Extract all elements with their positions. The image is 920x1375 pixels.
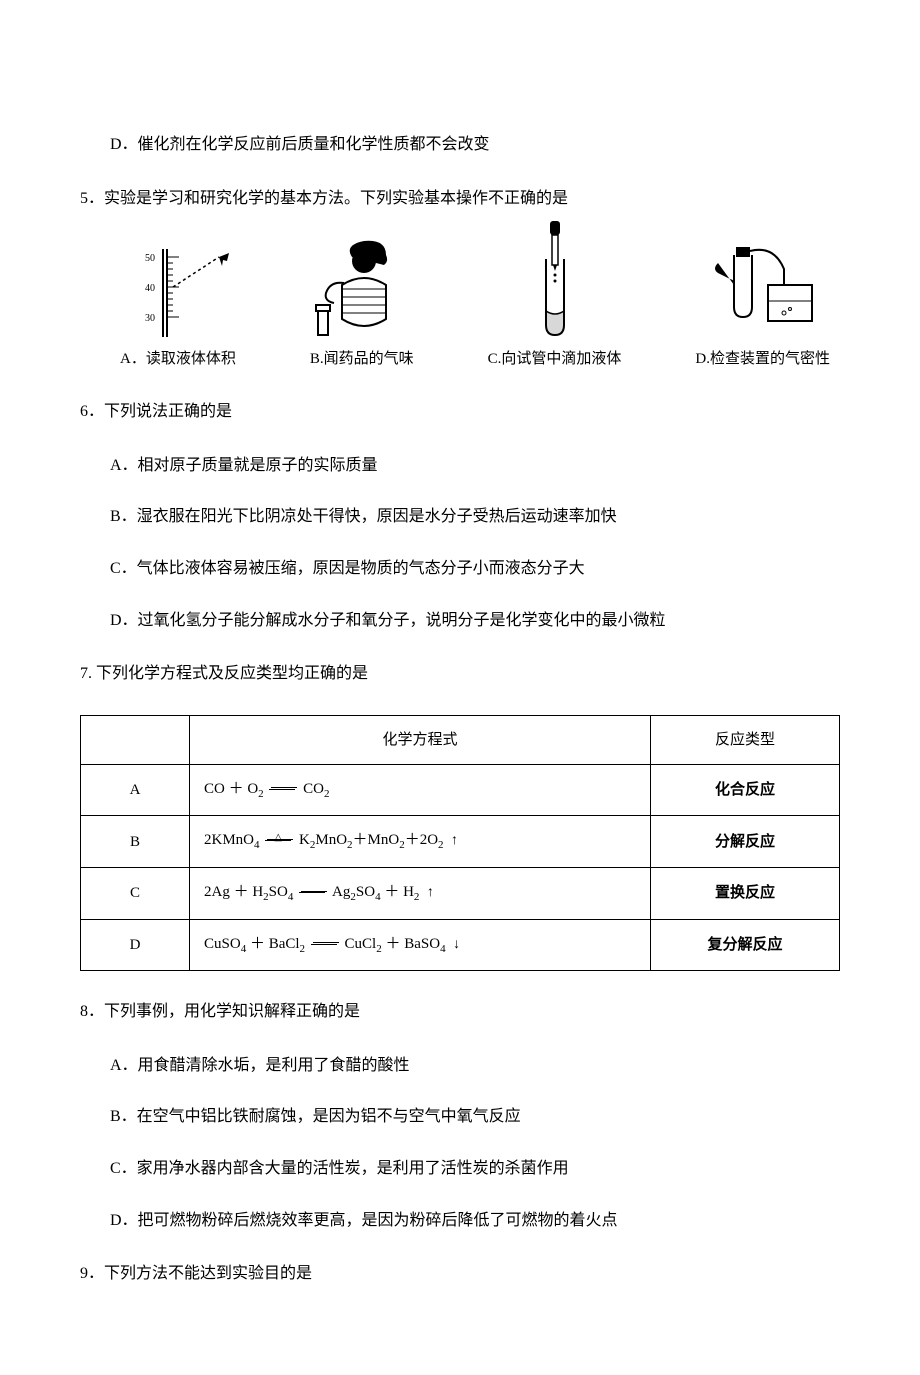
q5-fig-b-cap: 闻药品的气味 bbox=[324, 351, 414, 367]
q4-option-d: D．催化剂在化学反应前后质量和化学性质都不会改变 bbox=[110, 132, 840, 158]
q8-opt-d: D．把可燃物粉碎后燃烧效率更高，是因为粉碎后降低了可燃物的着火点 bbox=[110, 1208, 840, 1234]
row-c-type: 置换反应 bbox=[651, 867, 840, 919]
smell-chemical-icon bbox=[312, 239, 412, 339]
graduated-cylinder-icon: 50 40 30 bbox=[123, 239, 233, 339]
svg-text:50: 50 bbox=[145, 253, 155, 264]
table-header-row: 化学方程式 反应类型 bbox=[81, 715, 840, 764]
table-row: A CO ＋ O2 CO2 化合反应 bbox=[81, 764, 840, 816]
svg-text:40: 40 bbox=[145, 283, 155, 294]
dropper-testtube-icon bbox=[520, 239, 590, 339]
q6-opt-d: D．过氧化氢分子能分解成水分子和氧分子，说明分子是化学变化中的最小微粒 bbox=[110, 608, 840, 634]
row-b-equation: 2KMnO4 △ K2MnO2＋MnO2＋2O2 ↑ bbox=[190, 816, 651, 868]
q7-stem: 7. 下列化学方程式及反应类型均正确的是 bbox=[80, 661, 840, 687]
th-equation: 化学方程式 bbox=[190, 715, 651, 764]
q5-fig-c-label: C. bbox=[488, 351, 502, 367]
q5-stem: 5．实验是学习和研究化学的基本方法。下列实验基本操作不正确的是 bbox=[80, 186, 840, 212]
row-d-label: D bbox=[81, 919, 190, 971]
row-a-equation: CO ＋ O2 CO2 bbox=[190, 764, 651, 816]
q5-fig-d-label: D. bbox=[695, 351, 710, 367]
row-a-label: A bbox=[81, 764, 190, 816]
svg-text:30: 30 bbox=[145, 313, 155, 324]
q6-opt-a: A．相对原子质量就是原子的实际质量 bbox=[110, 453, 840, 479]
row-d-type: 复分解反应 bbox=[651, 919, 840, 971]
q5-fig-b: B.闻药品的气味 bbox=[310, 239, 414, 371]
q8-opt-a: A．用食醋清除水垢，是利用了食醋的酸性 bbox=[110, 1053, 840, 1079]
row-c-equation: 2Ag ＋ H2SO4 Ag2SO4 ＋ H2 ↑ bbox=[190, 867, 651, 919]
q5-fig-c: C.向试管中滴加液体 bbox=[488, 239, 622, 371]
q9-stem: 9．下列方法不能达到实验目的是 bbox=[80, 1261, 840, 1287]
table-row: C 2Ag ＋ H2SO4 Ag2SO4 ＋ H2 ↑ 置换反应 bbox=[81, 867, 840, 919]
q5-figure-row: 50 40 30 bbox=[120, 239, 830, 371]
q6-stem: 6．下列说法正确的是 bbox=[80, 399, 840, 425]
th-type: 反应类型 bbox=[651, 715, 840, 764]
q6-opt-b: B．湿衣服在阳光下比阴凉处干得快，原因是水分子受热后运动速率加快 bbox=[110, 504, 840, 530]
q5-fig-d-cap: 检查装置的气密性 bbox=[710, 351, 830, 367]
q5-fig-a: 50 40 30 bbox=[120, 239, 236, 371]
exam-page: D．催化剂在化学反应前后质量和化学性质都不会改变 5．实验是学习和研究化学的基本… bbox=[0, 0, 920, 1375]
q6-opt-c: C．气体比液体容易被压缩，原因是物质的气态分子小而液态分子大 bbox=[110, 556, 840, 582]
row-b-type: 分解反应 bbox=[651, 816, 840, 868]
q8-stem: 8．下列事例，用化学知识解释正确的是 bbox=[80, 999, 840, 1025]
table-row: D CuSO4 ＋ BaCl2 CuCl2 ＋ BaSO4 ↓ 复分解反应 bbox=[81, 919, 840, 971]
airtightness-check-icon bbox=[698, 239, 828, 339]
row-d-equation: CuSO4 ＋ BaCl2 CuCl2 ＋ BaSO4 ↓ bbox=[190, 919, 651, 971]
row-b-label: B bbox=[81, 816, 190, 868]
q5-fig-a-cap: 读取液体体积 bbox=[146, 351, 236, 367]
q5-fig-b-label: B. bbox=[310, 351, 324, 367]
q7-table: 化学方程式 反应类型 A CO ＋ O2 CO2 化合反应 B 2KMnO4 △… bbox=[80, 715, 840, 971]
th-blank bbox=[81, 715, 190, 764]
row-a-type: 化合反应 bbox=[651, 764, 840, 816]
q5-fig-d: D.检查装置的气密性 bbox=[695, 239, 830, 371]
row-c-label: C bbox=[81, 867, 190, 919]
table-row: B 2KMnO4 △ K2MnO2＋MnO2＋2O2 ↑ 分解反应 bbox=[81, 816, 840, 868]
q5-fig-a-label: A． bbox=[120, 351, 146, 367]
q8-opt-c: C．家用净水器内部含大量的活性炭，是利用了活性炭的杀菌作用 bbox=[110, 1156, 840, 1182]
q5-fig-c-cap: 向试管中滴加液体 bbox=[501, 351, 621, 367]
q8-opt-b: B．在空气中铝比铁耐腐蚀，是因为铝不与空气中氧气反应 bbox=[110, 1104, 840, 1130]
